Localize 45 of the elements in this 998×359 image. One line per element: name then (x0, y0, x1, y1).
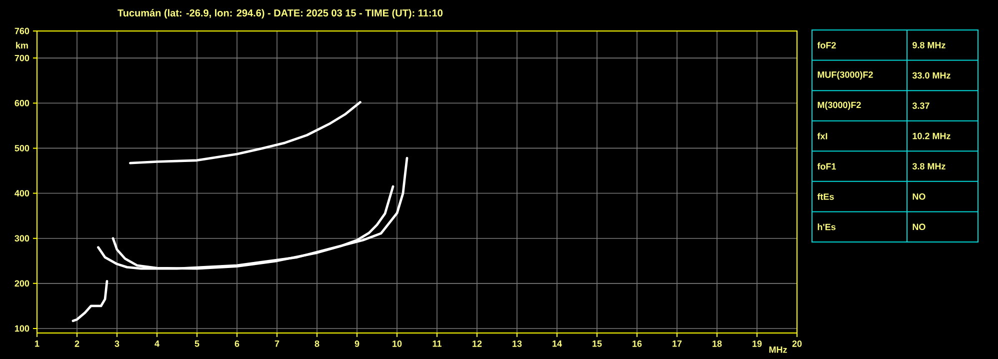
x-tick-label: 15 (592, 340, 602, 347)
x-tick-label: 9 (354, 340, 360, 347)
text: foF1 (817, 162, 836, 170)
x-tick-label: 20 (792, 340, 802, 347)
y-tick-label: 760 (14, 28, 30, 34)
x-tick-label: 14 (552, 340, 562, 347)
x-tick-label: 2 (74, 340, 80, 347)
y-tick-label: 600 (14, 100, 30, 106)
chart-title: Tucumán (lat: -26.9, lon: 294.6) - DATE: 2025 03 15 - TIME (UT): 11:10 (118, 9, 443, 18)
text: ftEs (817, 193, 834, 200)
x-tick-label: 19 (752, 340, 762, 347)
y-tick-label: 200 (14, 280, 30, 287)
x-tick-label: 3 (114, 340, 120, 347)
x-tick-label: 7 (274, 340, 280, 347)
x-tick-label: 11 (432, 340, 442, 347)
x-tick-label: 1 (35, 340, 40, 347)
text: NO (912, 224, 926, 230)
y-tick-label: 300 (14, 235, 30, 242)
x-tick-label: 17 (672, 340, 682, 347)
x-tick-label: 4 (154, 340, 160, 347)
x-tick-label: 5 (194, 340, 200, 347)
text: fxI (817, 132, 828, 140)
text: 33.0 MHz (912, 72, 950, 79)
text: 3.37 (912, 102, 930, 109)
y-tick-label: 100 (15, 325, 30, 332)
text: M(3000)F2 (818, 102, 861, 110)
text: foF2 (817, 42, 836, 48)
x-tick-label: 8 (314, 340, 320, 347)
x-tick-label: 6 (234, 340, 240, 347)
text: MUF(3000)F2 (818, 71, 873, 80)
text: 3.8 MHz (912, 163, 946, 170)
x-tick-label: 13 (512, 340, 522, 347)
x-tick-label: 10 (392, 340, 402, 347)
y-axis-title: km (16, 42, 28, 48)
x-axis-title: MHz (769, 346, 787, 353)
text: NO (912, 193, 926, 200)
text: 9.8 MHz (912, 42, 946, 48)
y-tick-label: 700 (14, 54, 30, 62)
y-tick-label: 500 (14, 145, 30, 152)
y-tick-label: 400 (14, 190, 30, 196)
x-tick-label: 16 (632, 340, 642, 347)
text: h'Es (818, 224, 836, 230)
x-tick-label: 12 (472, 340, 482, 347)
x-tick-label: 18 (712, 340, 722, 347)
text: 10.2 MHz (912, 132, 950, 140)
